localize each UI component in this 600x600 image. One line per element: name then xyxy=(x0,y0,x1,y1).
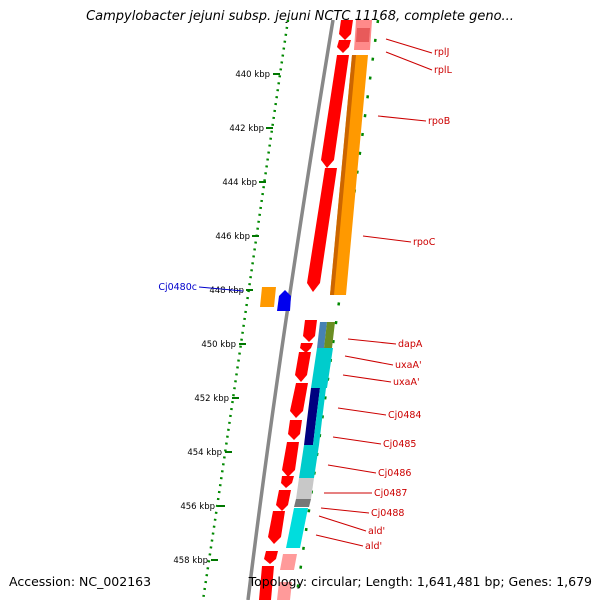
cog-block-navy[interactable] xyxy=(304,420,316,445)
cds-arrow[interactable] xyxy=(282,442,299,477)
cog-block-orange[interactable] xyxy=(260,287,276,307)
tick-label-444: 444 kbp xyxy=(222,178,257,188)
cds-arrow[interactable] xyxy=(268,511,285,544)
rna-feature[interactable] xyxy=(280,554,297,570)
gene-label-cj0486[interactable]: Cj0486 xyxy=(378,468,411,479)
gene-label-rplj[interactable]: rplJ xyxy=(434,47,449,58)
cds-arrow[interactable] xyxy=(321,55,349,168)
cog-block-cyan[interactable] xyxy=(286,508,308,548)
tick-label-442: 442 kbp xyxy=(229,124,264,134)
kbp-tick-marks xyxy=(211,73,280,561)
gene-label-cj0485[interactable]: Cj0485 xyxy=(383,439,416,450)
cds-arrow[interactable] xyxy=(303,320,317,342)
forward-cds-track xyxy=(259,20,353,600)
tick-label-458: 458 kbp xyxy=(173,556,208,566)
gene-label-leaders xyxy=(315,38,433,547)
cds-arrow[interactable] xyxy=(307,168,337,292)
cog-block-gray[interactable] xyxy=(296,478,314,499)
cds-arrow[interactable] xyxy=(290,383,308,418)
cds-arrow[interactable] xyxy=(339,20,353,40)
rna-feature[interactable] xyxy=(356,28,370,42)
rrna-track xyxy=(277,20,372,600)
tick-label-454: 454 kbp xyxy=(187,448,222,458)
cog-block-olive[interactable] xyxy=(324,322,335,348)
cog-block-cyan[interactable] xyxy=(316,388,326,420)
gene-labels: rplJ rplL rpoB rpoC dapA uxaA' uxaA' Cj0… xyxy=(365,47,453,552)
reverse-strand-genes xyxy=(260,287,291,311)
cog-block-darkgray[interactable] xyxy=(294,499,311,507)
tick-label-446: 446 kbp xyxy=(215,232,250,242)
kbp-tick-labels: 440 kbp 442 kbp 444 kbp 446 kbp 448 kbp … xyxy=(173,70,270,566)
tick-label-452: 452 kbp xyxy=(194,394,229,404)
gene-label-uxaa-1[interactable]: uxaA' xyxy=(395,360,422,371)
genome-info-text: Topology: circular; Length: 1,641,481 bp… xyxy=(248,574,592,589)
gene-label-rpll[interactable]: rplL xyxy=(434,65,453,76)
feature-guide-dotted-arc xyxy=(294,19,380,600)
gene-label-cj0480c[interactable]: Cj0480c xyxy=(158,282,197,293)
cds-arrow[interactable] xyxy=(288,420,302,440)
kbp-scale-dotted-arc xyxy=(201,19,290,600)
gene-label-uxaa-2[interactable]: uxaA' xyxy=(393,377,420,388)
cds-arrow[interactable] xyxy=(259,566,274,600)
gene-label-ald-1[interactable]: ald' xyxy=(368,526,385,537)
cog-block-navy[interactable] xyxy=(307,388,320,420)
gene-label-ald-2[interactable]: ald' xyxy=(365,541,382,552)
cog-color-track xyxy=(286,55,368,548)
reverse-cds-arrow[interactable] xyxy=(277,290,291,311)
map-title: Campylobacter jejuni subsp. jejuni NCTC … xyxy=(86,9,514,24)
genome-backbone-line xyxy=(246,19,335,600)
tick-label-450: 450 kbp xyxy=(201,340,236,350)
cog-block-cyan[interactable] xyxy=(311,348,333,388)
cog-block-cyan[interactable] xyxy=(313,420,322,445)
tick-label-456: 456 kbp xyxy=(180,502,215,512)
gene-label-cj0487[interactable]: Cj0487 xyxy=(374,488,407,499)
cog-stripe-dark-orange xyxy=(330,55,356,295)
gene-label-rpoc[interactable]: rpoC xyxy=(413,237,436,248)
cds-arrow[interactable] xyxy=(276,490,291,511)
rna-feature[interactable] xyxy=(277,582,292,600)
gene-label-dapa[interactable]: dapA xyxy=(398,339,423,350)
accession-text: Accession: NC_002163 xyxy=(9,574,152,589)
gene-label-leader-reverse xyxy=(198,286,244,292)
cds-arrow[interactable] xyxy=(337,40,351,53)
gene-label-rpob[interactable]: rpoB xyxy=(428,116,450,127)
cds-arrow[interactable] xyxy=(300,343,313,353)
gene-label-cj0488[interactable]: Cj0488 xyxy=(371,508,404,519)
cds-arrow[interactable] xyxy=(295,352,311,382)
cog-block-cyan[interactable] xyxy=(299,445,319,478)
tick-label-448: 448 kbp xyxy=(209,286,244,296)
tick-label-440: 440 kbp xyxy=(235,70,270,80)
cds-arrow[interactable] xyxy=(281,476,294,488)
cog-block-steelblue[interactable] xyxy=(317,322,327,348)
gene-label-cj0484[interactable]: Cj0484 xyxy=(388,410,421,421)
cds-arrow[interactable] xyxy=(264,551,278,564)
